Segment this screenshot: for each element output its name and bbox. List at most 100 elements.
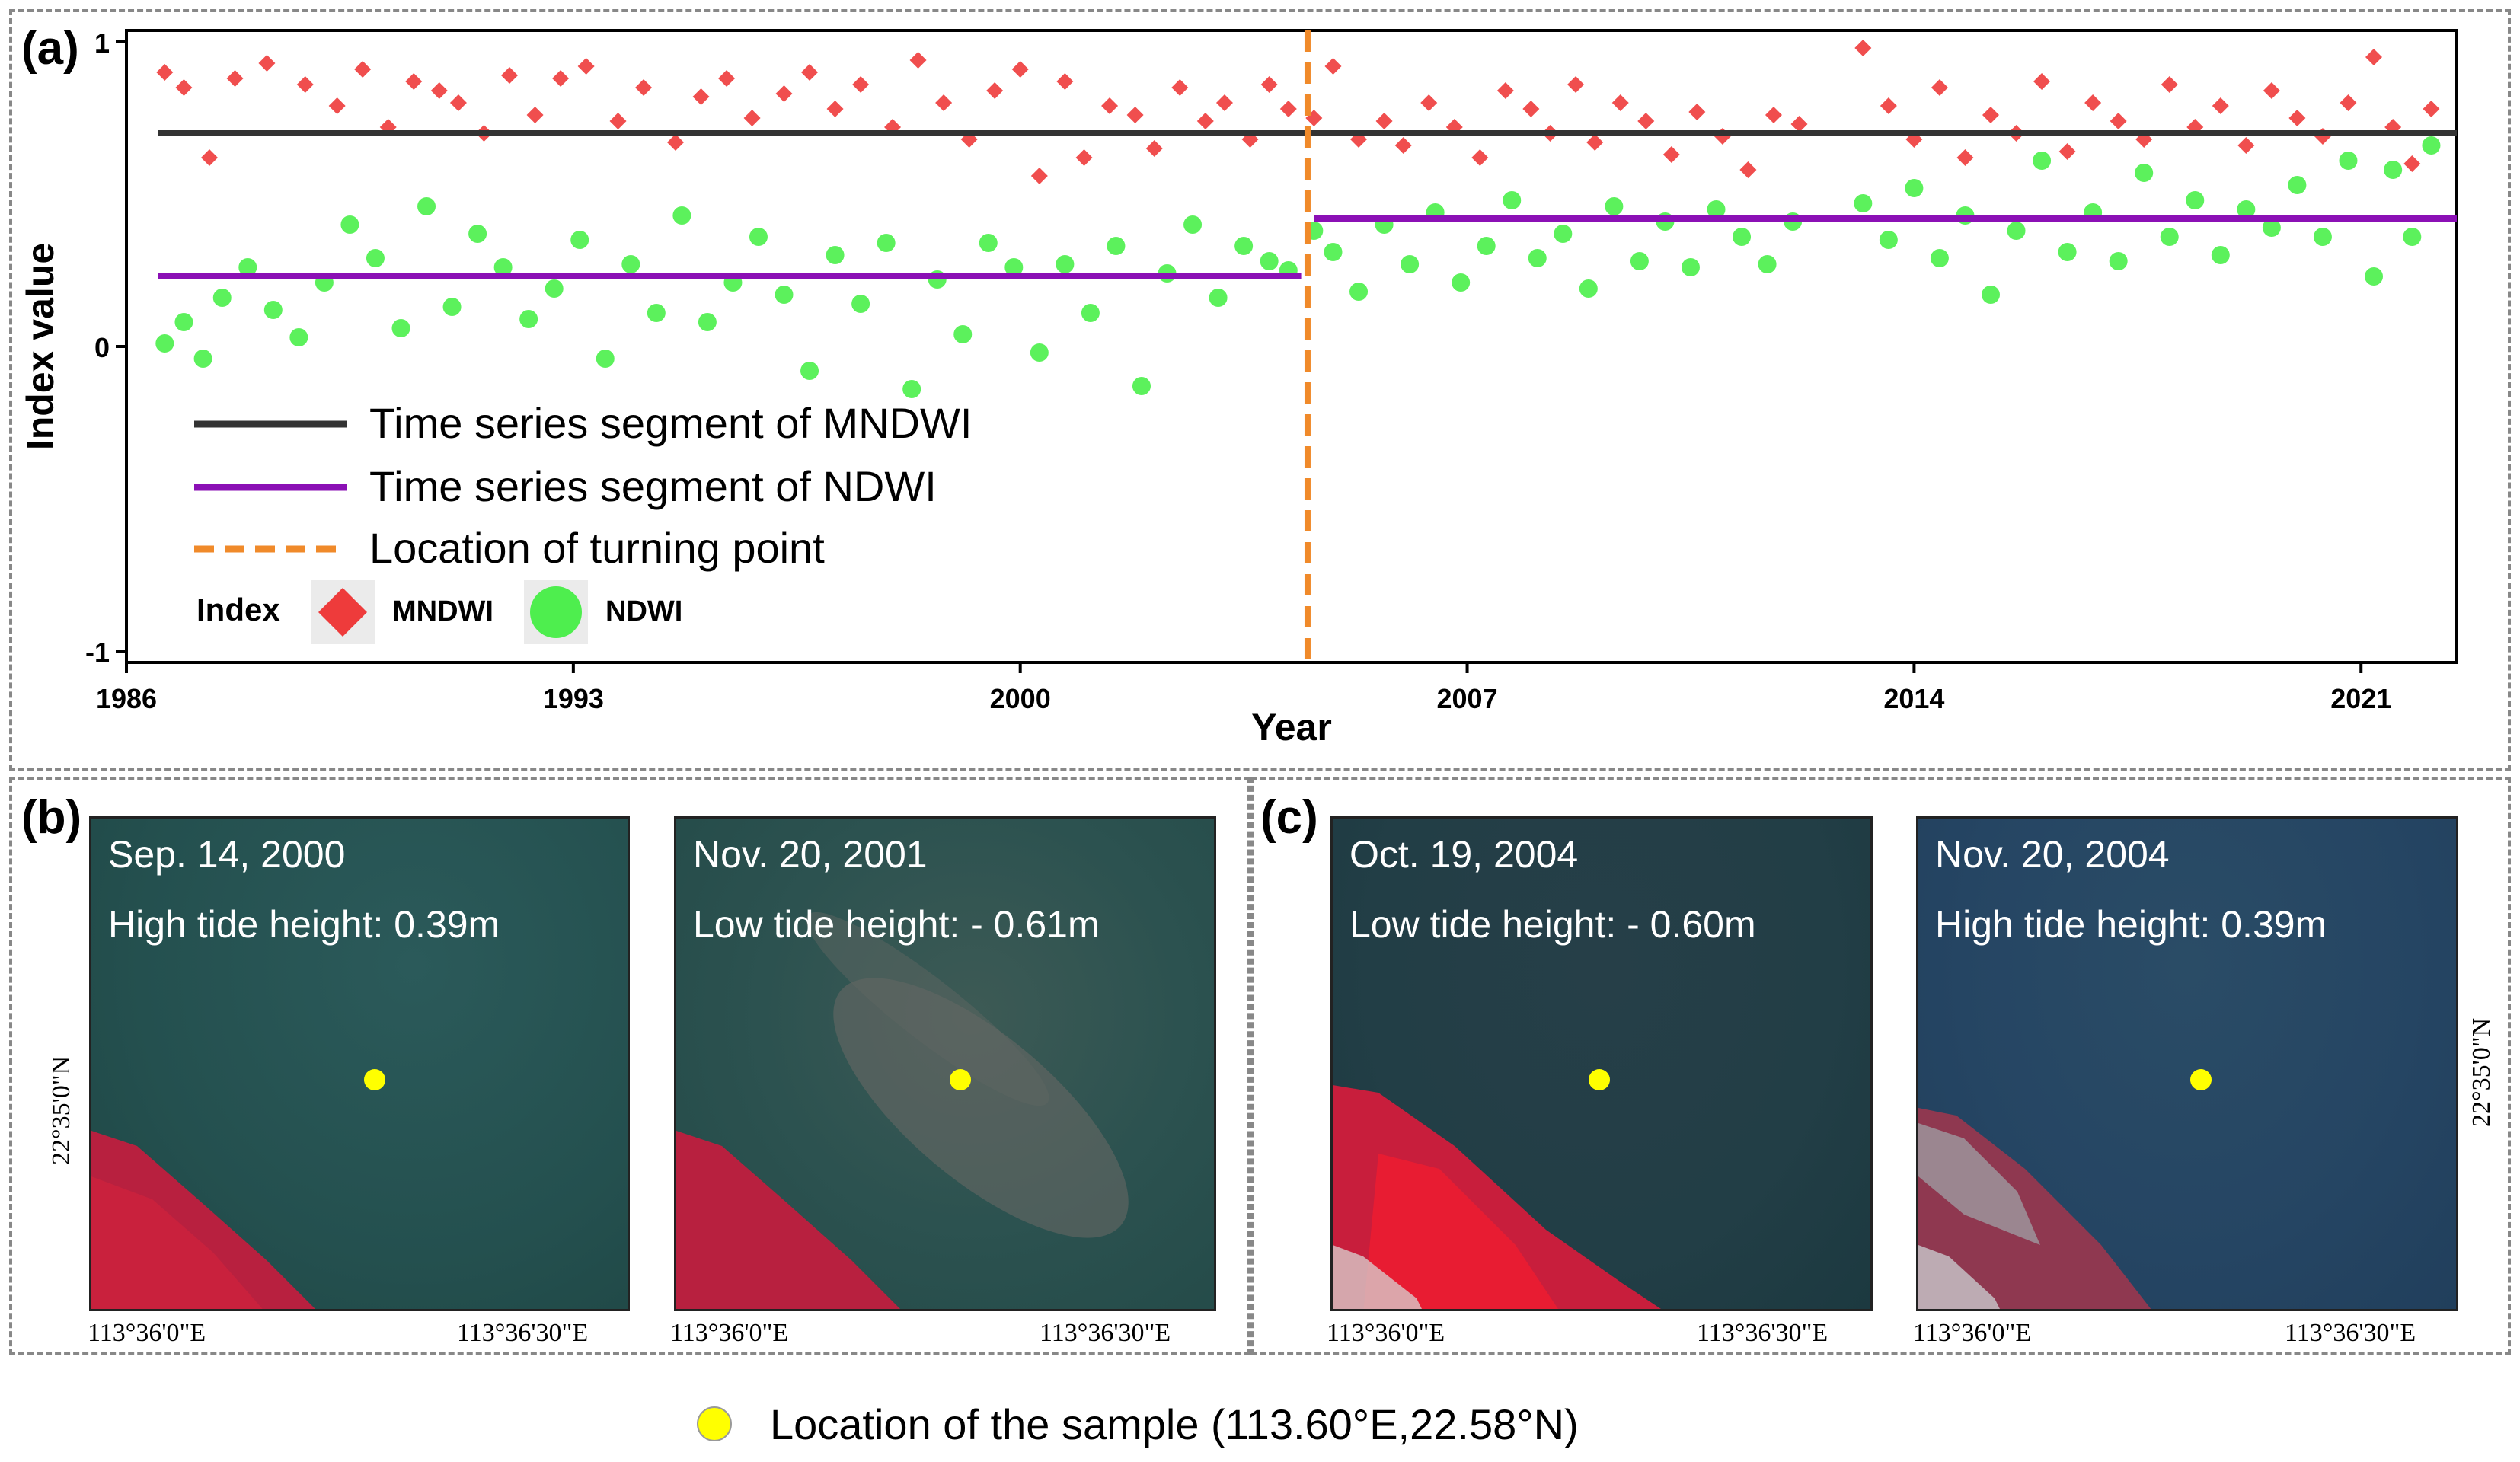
mndwi-point [935, 94, 953, 111]
ndwi-point [1905, 179, 1924, 197]
mndwi-point [909, 52, 927, 69]
legend-turning-point-label: Location of turning point [369, 524, 825, 572]
ndwi-point [1579, 279, 1598, 298]
ndwi-point [1452, 273, 1471, 292]
mndwi-point [1880, 97, 1897, 114]
mndwi-point [2288, 110, 2306, 126]
ndwi-point [2288, 176, 2307, 194]
mndwi-point [2263, 82, 2280, 99]
mndwi-point [501, 67, 519, 84]
mndwi-point [1790, 116, 1808, 132]
ndwi-point [1477, 237, 1496, 255]
mndwi-point [296, 76, 314, 93]
image-date: Nov. 20, 2001 [693, 833, 928, 876]
mndwi-point [1567, 76, 1585, 93]
satellite-image-c2: Nov. 20, 2004 High tide height: 0.39m [1916, 816, 2458, 1311]
ndwi-point [953, 325, 973, 343]
mndwi-point [430, 82, 448, 99]
ndwi-point [1324, 243, 1343, 261]
lat-label-left: 22°35'0"N [47, 1055, 75, 1165]
mndwi-point [1075, 149, 1093, 166]
tide-height: Low tide height: - 0.61m [693, 903, 1100, 946]
sample-location-legend: Location of the sample (113.60°E,22.58°N… [697, 1397, 1579, 1451]
ndwi-point [1605, 197, 1624, 215]
panel-b-label: (b) [21, 791, 82, 844]
ndwi-point [1183, 215, 1203, 234]
ndwi-point [545, 279, 564, 298]
ndwi-point [2403, 228, 2422, 246]
tide-height: High tide height: 0.39m [1935, 903, 2327, 946]
ndwi-point [1209, 289, 1228, 307]
mndwi-point [577, 58, 595, 75]
ndwi-point [2033, 152, 2052, 170]
y-tick-label: -1 [85, 637, 110, 668]
ndwi-point [1707, 200, 1726, 219]
sample-location-dot [1589, 1069, 1610, 1090]
ndwi-point [851, 295, 870, 313]
mndwi-point [1375, 113, 1393, 129]
lon-label-right: 113°36'30"E [1697, 1319, 1829, 1347]
x-tick-label: 2000 [990, 683, 1051, 714]
lat-label-right: 22°35'0"N [2467, 1017, 2496, 1127]
mndwi-point [2033, 73, 2051, 90]
land-shape-c1 [1333, 1085, 1661, 1309]
sample-location-dot [2190, 1069, 2212, 1090]
ndwi-point [2422, 136, 2441, 155]
ndwi-point [289, 328, 308, 346]
mndwi-point [1420, 94, 1438, 111]
ndwi-point [366, 249, 385, 267]
sample-location-dot [364, 1069, 385, 1090]
ndwi-point [2262, 219, 2281, 237]
x-tick-label: 2014 [1883, 683, 1944, 714]
mndwi-point [1279, 101, 1297, 117]
ndwi-point [826, 246, 845, 264]
lon-label-right: 113°36'30"E [1040, 1319, 1171, 1347]
mndwi-point [354, 61, 372, 78]
mndwi-point [2403, 155, 2421, 172]
y-tick-label: 1 [94, 27, 110, 59]
ndwi-point [1528, 249, 1547, 267]
mndwi-point [2423, 101, 2440, 117]
mndwi-point [1056, 73, 1074, 90]
image-date: Nov. 20, 2004 [1935, 833, 2170, 876]
legend-ndwi-circle [530, 586, 582, 638]
mndwi-point [692, 88, 710, 105]
ndwi-point [775, 286, 794, 304]
ndwi-point [2365, 267, 2384, 286]
lon-label-left: 113°36'0"E [88, 1319, 206, 1347]
mndwi-point [200, 149, 218, 166]
legend-ndwi-line-label: Time series segment of NDWI [369, 462, 937, 510]
mndwi-point [175, 79, 193, 96]
x-tick-label: 2021 [2330, 683, 2391, 714]
mndwi-point [1471, 149, 1489, 166]
x-tick-label: 1986 [96, 683, 157, 714]
ndwi-point [1349, 283, 1369, 301]
panel-a-frame [9, 9, 2511, 771]
mndwi-point [156, 64, 174, 81]
ndwi-point [193, 350, 212, 368]
mndwi-point [1739, 161, 1757, 178]
mndwi-point [801, 64, 819, 81]
mndwi-point [775, 85, 793, 102]
panel-a-label: (a) [21, 22, 79, 75]
sample-location-dot [950, 1069, 971, 1090]
mndwi-point [2084, 94, 2102, 111]
ndwi-point [1879, 231, 1898, 249]
chart-legend: Time series segment of MNDWI Time series… [194, 399, 972, 644]
mndwi-point [635, 79, 653, 96]
mndwi-point [1637, 113, 1655, 129]
ndwi-point [1630, 252, 1649, 270]
tide-height: High tide height: 0.39m [108, 903, 500, 946]
ndwi-point [672, 206, 691, 225]
mndwi-point [1394, 137, 1412, 154]
mndwi-point [743, 110, 761, 126]
ndwi-point [468, 225, 487, 243]
mndwi-point [258, 55, 276, 72]
mndwi-point [2340, 94, 2357, 111]
ndwi-point [902, 380, 921, 398]
segments-layer [158, 30, 2457, 662]
x-axis-label: Year [1251, 706, 1332, 749]
mndwi-point [2212, 97, 2229, 114]
ndwi-point [391, 319, 410, 337]
image-date: Oct. 19, 2004 [1349, 833, 1579, 876]
